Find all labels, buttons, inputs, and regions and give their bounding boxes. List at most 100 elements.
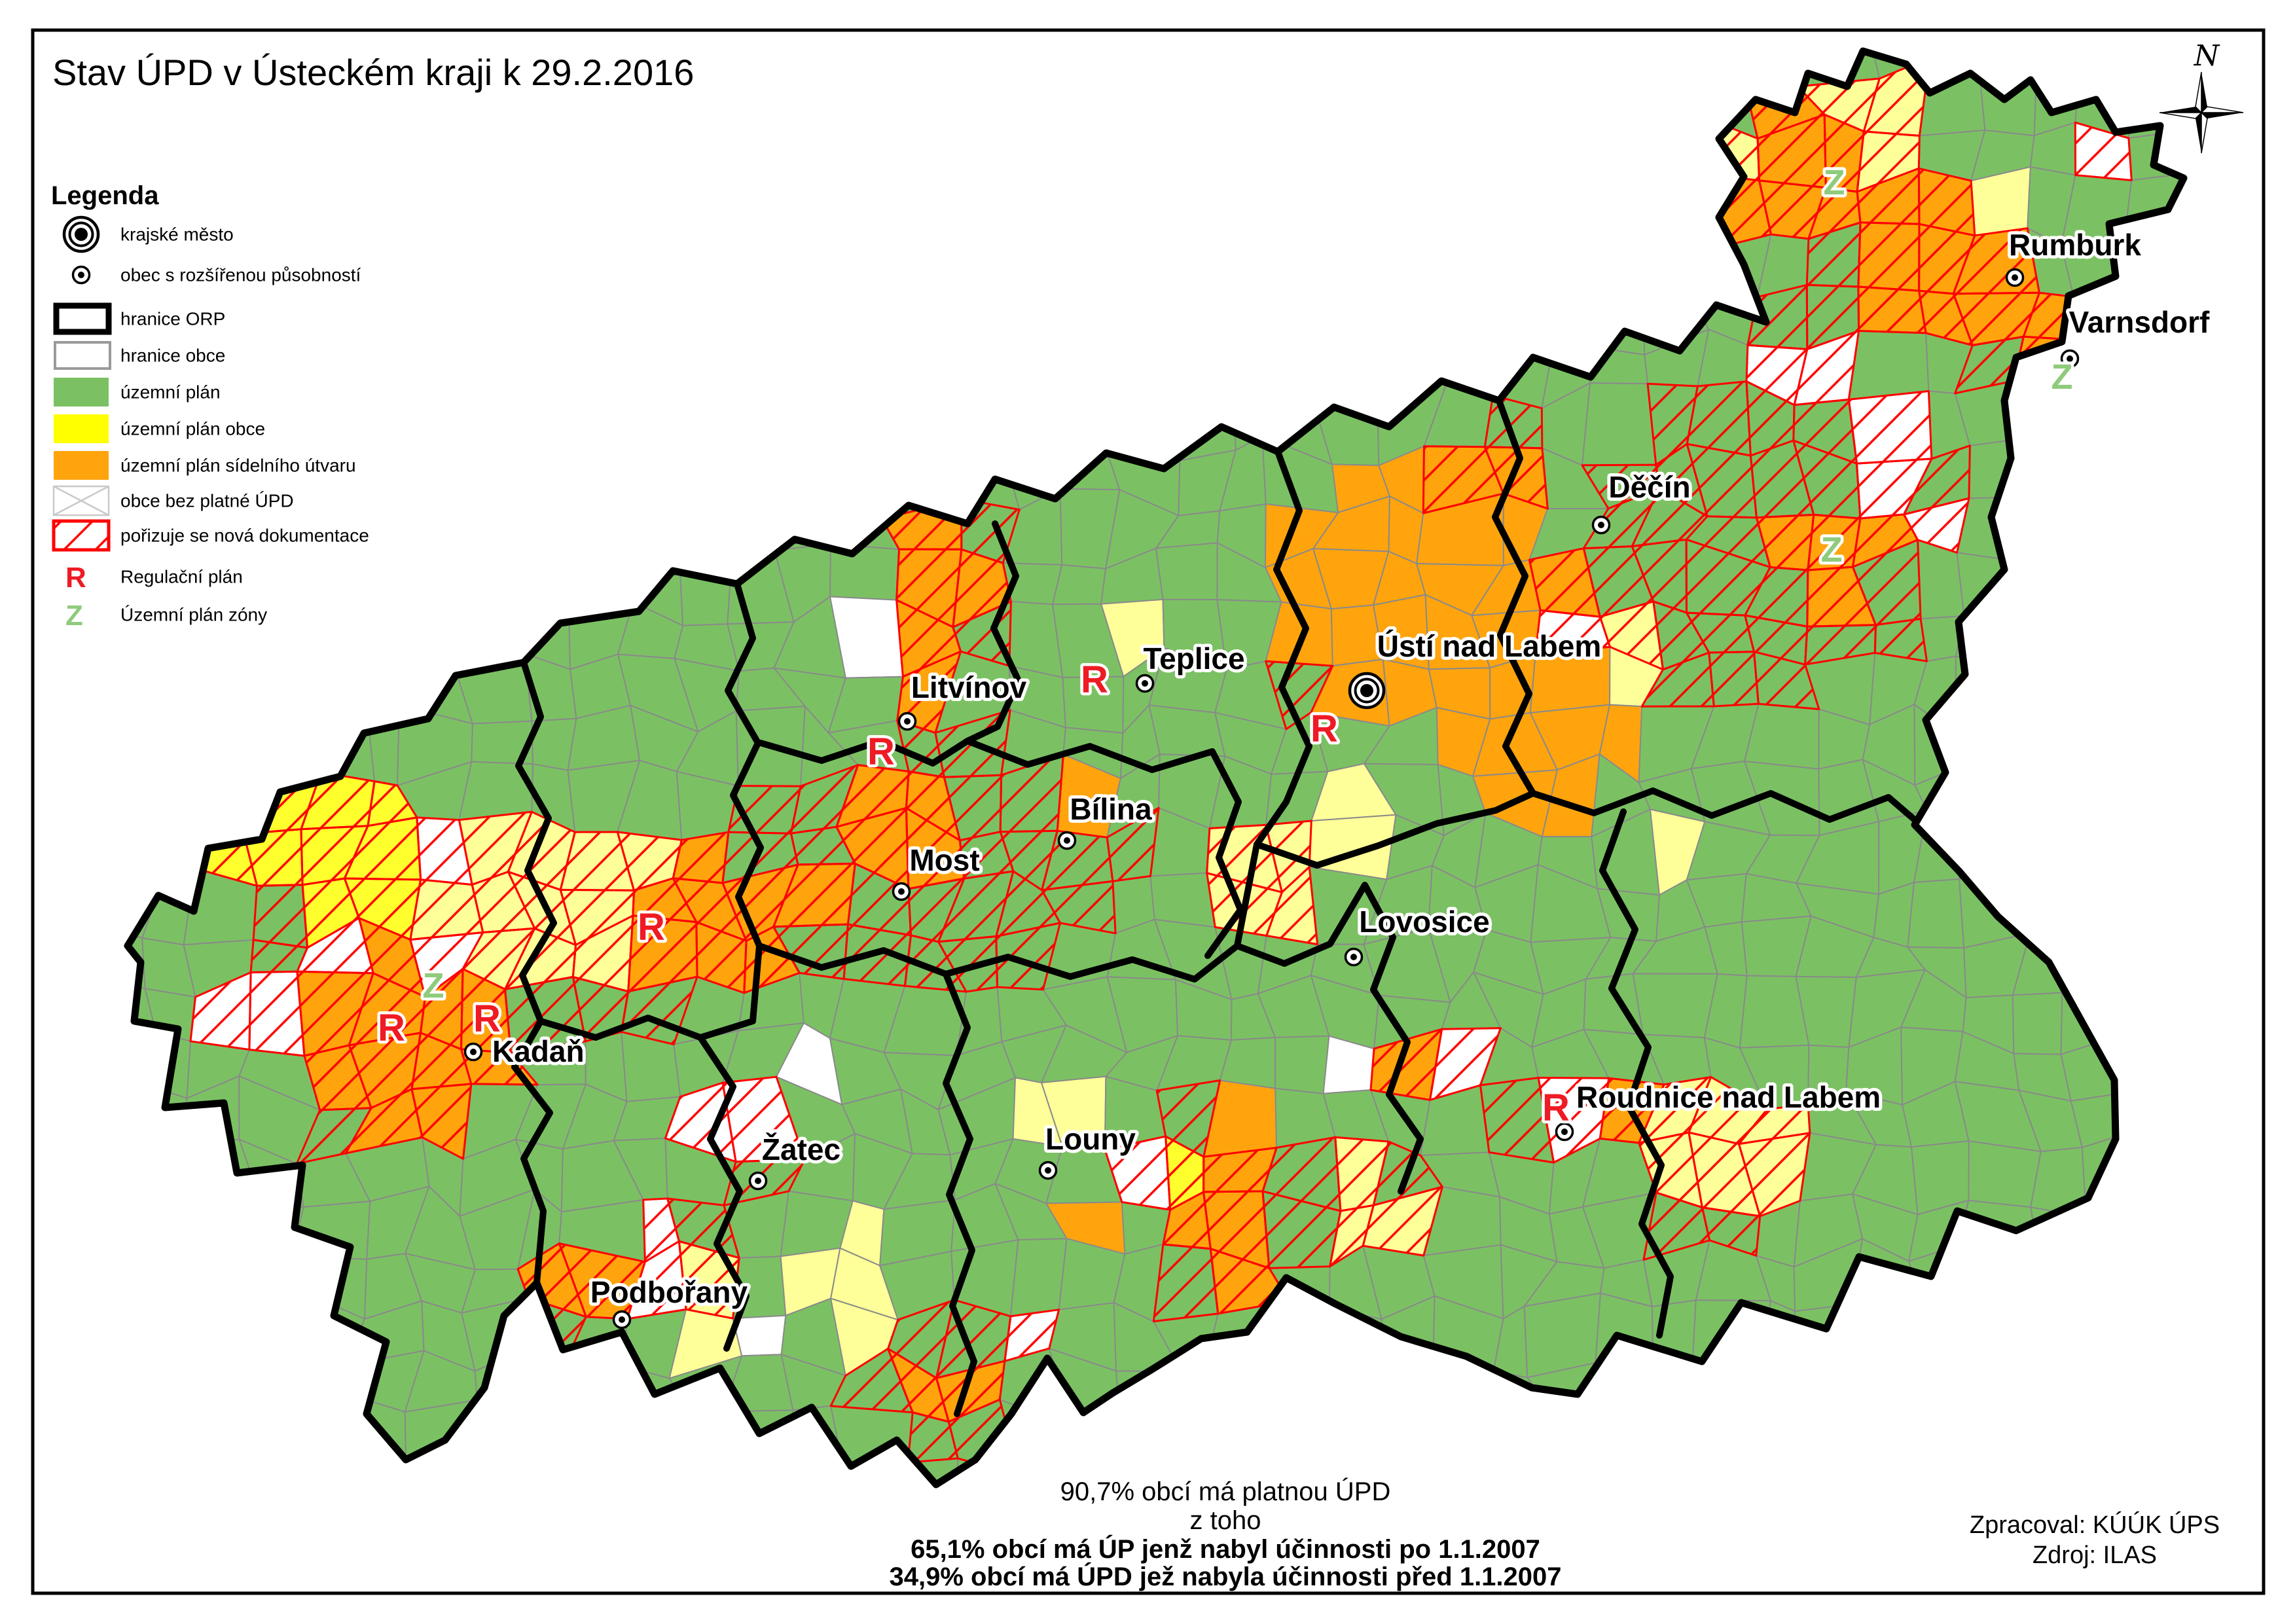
legend-item-uzemni-plan: územní plán <box>54 378 221 406</box>
municipality-cell <box>1955 655 2040 735</box>
city-label-most: Most <box>909 843 979 877</box>
municipality-cell <box>1792 1303 1862 1379</box>
uzemni-plan-zony-symbol: Z <box>65 600 83 632</box>
legend-heading: Legenda <box>51 181 159 210</box>
uzemni-plan-swatch <box>54 378 109 406</box>
municipality-cell <box>2061 933 2141 994</box>
municipality-cell <box>1052 564 1107 605</box>
new-documentation-cell <box>1857 285 1927 334</box>
new-documentation-cell <box>995 922 1061 991</box>
municipality-cell <box>1009 1238 1068 1317</box>
municipality-cell <box>1164 378 1237 461</box>
compass-north-icon: N <box>2159 39 2244 154</box>
stat-line-3: 65,1% obcí má ÚP jenž nabyl účinnosti po… <box>911 1534 1540 1564</box>
regulacni-plan-marker: R <box>378 1007 405 1049</box>
new-documentation-cell <box>1857 221 1921 292</box>
legend-item-bez-platne-upd: obce bez platné ÚPD <box>52 485 294 516</box>
svg-text:Regulační plán: Regulační plán <box>120 567 243 587</box>
municipality-cell <box>302 1401 374 1464</box>
credit-source: Zdroj: ILAS <box>2033 1542 2157 1569</box>
new-documentation-swatch <box>52 519 111 552</box>
orp-boundary-line <box>697 1034 750 1352</box>
municipality-border-swatch <box>54 341 111 370</box>
credit-author: Zpracoval: KÚÚK ÚPS <box>1970 1511 2220 1539</box>
orp-city-marker-icon <box>71 265 91 285</box>
city-label-podbo-any: Podbořany <box>590 1275 748 1309</box>
orp-boundary-line <box>964 738 1244 959</box>
city-podbo-any: Podbořany <box>587 1272 751 1329</box>
legend-item-nova-dokumentace: pořizuje se nová dokumentace <box>52 519 369 552</box>
municipality-cell <box>1848 330 1930 401</box>
city--atec: Žatec <box>748 1129 844 1191</box>
city-label-litv-nov: Litvínov <box>911 670 1027 704</box>
compass-n-label: N <box>2194 39 2220 73</box>
municipality-cell <box>732 1314 787 1357</box>
new-documentation-cell <box>1265 866 1319 946</box>
legend-item-uzemni-plan-sidelniho-utvaru: územní plán sídelního útvaru <box>54 451 356 480</box>
orp-boundary-line <box>1254 790 1536 869</box>
legend-item-hranice-obce: hranice obce <box>54 341 225 370</box>
city-lovosice: Lovosice <box>1344 901 1493 967</box>
new-documentation-cell <box>1106 806 1160 882</box>
new-documentation-cell <box>1903 497 1970 554</box>
legend: Legenda krajské město obec s rozšířenou … <box>51 181 369 632</box>
city-label-teplice: Teplice <box>1143 641 1244 676</box>
orp-boundaries <box>511 397 1920 1417</box>
city-label--st-nad-labem: Ústí nad Labem <box>1377 629 1602 663</box>
city-labels-layer: Rumburk Varnsdorf Děčín Ústí nad Labem Tepli… <box>375 160 2213 1329</box>
city-label-b-lina: Bílina <box>1070 792 1152 826</box>
regulacni-plan-symbol: R <box>65 562 86 594</box>
legend-item-obec-orp: obec s rozšířenou působností <box>71 265 361 285</box>
orp-boundary-line <box>757 738 971 767</box>
new-documentation-cell <box>1873 617 1928 662</box>
uzemni-plan-zony-marker: Z <box>423 966 444 1005</box>
city-label-kada-: Kadaň <box>492 1034 585 1068</box>
new-documentation-cell <box>1003 1308 1060 1362</box>
municipality-cell <box>302 1365 374 1432</box>
city-label-louny: Louny <box>1045 1122 1136 1156</box>
legend-item-regulacni-plan: R Regulační plán <box>65 562 243 594</box>
orp-boundary-line <box>515 659 557 1024</box>
svg-text:obec s rozšířenou působností: obec s rozšířenou působností <box>120 265 361 285</box>
credits-block: Zpracoval: KÚÚK ÚPS Zdroj: ILAS <box>1970 1511 2220 1569</box>
regional-city-marker-icon <box>62 215 100 253</box>
municipality-cell <box>1274 1035 1330 1094</box>
new-documentation-cell <box>1708 651 1760 708</box>
svg-text:hranice obce: hranice obce <box>120 346 225 366</box>
uzemni-plan-zony-marker: Z <box>1821 530 1843 569</box>
municipality-cell <box>1969 51 2038 84</box>
orp-boundary-line <box>511 1018 553 1286</box>
city-label-rumburk: Rumburk <box>2009 228 2141 262</box>
city-label-d-n: Děčín <box>1608 470 1690 504</box>
new-documentation-cell <box>410 1083 473 1160</box>
statistics-block: 90,7% obcí má platnou ÚPD z toho 65,1% o… <box>889 1477 1561 1591</box>
city-louny: Louny <box>1038 1119 1139 1180</box>
new-documentation-cell <box>1847 390 1933 465</box>
city-varnsdorf: Varnsdorf <box>2060 302 2213 369</box>
city-label-lovosice: Lovosice <box>1359 905 1489 939</box>
svg-text:Územní plán zóny: Územní plán zóny <box>120 605 267 625</box>
orp-boundary-line <box>1254 448 1312 848</box>
no-upd-swatch <box>52 485 110 516</box>
orp-boundary-line <box>1599 808 1674 1339</box>
stat-line-4: 34,9% obcí má ÚPD jež nabyla účinnosti p… <box>889 1561 1561 1591</box>
new-documentation-cell <box>1362 1185 1443 1257</box>
orp-boundary-line <box>1530 787 1920 825</box>
regulacni-plan-marker: R <box>867 731 895 773</box>
orp-boundary-line <box>537 841 1260 1041</box>
legend-item-uzemni-plan-obce: územní plán obce <box>54 414 265 443</box>
map-frame <box>31 28 2266 1595</box>
svg-text:obce bez platné ÚPD: obce bez platné ÚPD <box>120 491 294 511</box>
uzemni-plan-zony-marker: Z <box>1824 163 1845 202</box>
municipality-cell <box>1595 291 1646 355</box>
regulacni-plan-marker: R <box>1542 1087 1570 1129</box>
municipality-cell <box>1149 872 1216 928</box>
orp-boundary-line <box>964 520 1022 744</box>
new-documentation-cell <box>1041 880 1117 935</box>
municipality-cell <box>1155 542 1218 601</box>
municipality-cell <box>678 550 732 626</box>
city-teplice: Teplice <box>1135 638 1248 693</box>
new-documentation-cell <box>672 831 730 884</box>
city-rumburk: Rumburk <box>2005 225 2144 287</box>
regulacni-plan-marker: R <box>1081 659 1108 701</box>
